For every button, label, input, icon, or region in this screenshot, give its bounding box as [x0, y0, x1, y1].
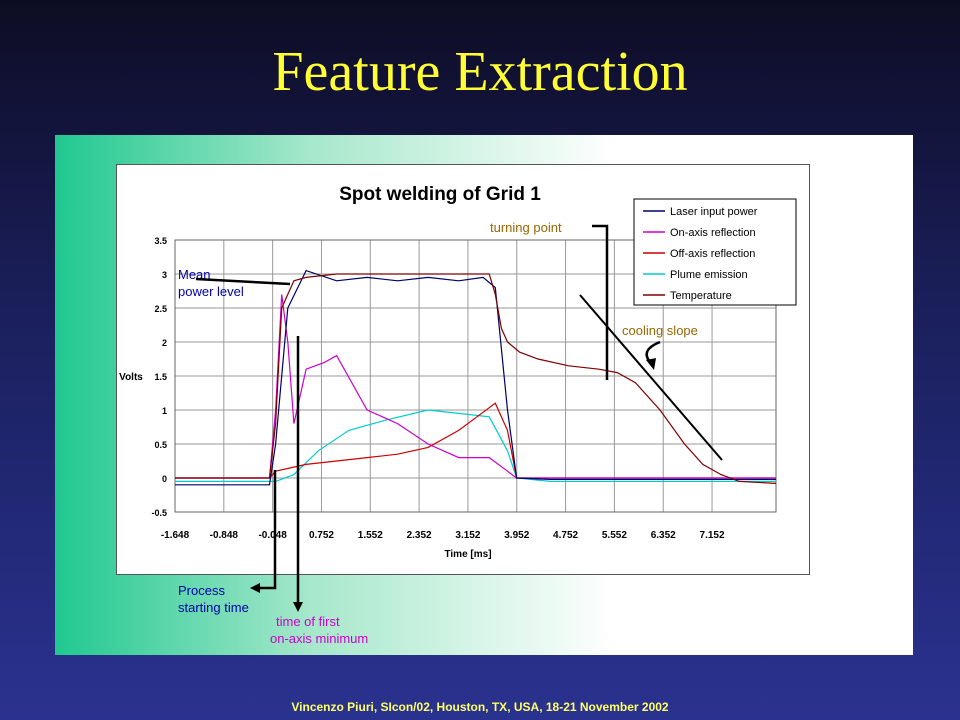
y-axis-label: Volts: [119, 372, 143, 383]
annotation-process-label: Process: [178, 583, 225, 598]
series-line-onaxis: [175, 294, 776, 479]
y-tick-label: 0.5: [154, 440, 167, 450]
x-tick-label: -1.648: [161, 530, 190, 541]
x-tick-label: 5.552: [602, 530, 627, 541]
legend-label-plume: Plume emission: [670, 269, 748, 281]
first-minimum-arrowhead: [293, 602, 303, 612]
series-group: [175, 269, 777, 486]
legend-label-onaxis: On-axis reflection: [670, 227, 756, 239]
legend-label-temperature: Temperature: [670, 290, 732, 302]
process-start-arrowhead: [250, 583, 260, 593]
y-tick-label: 3.5: [154, 236, 167, 246]
axes: -0.5 0 0.5 1 1.5 2 2.5 3 3.5 -1.648 -0.848 -0.048 0.…: [151, 236, 777, 541]
y-tick-label: 0: [162, 474, 167, 484]
annotation-first-minimum: time of first on-axis minimum: [270, 336, 368, 646]
x-tick-label: 4.752: [553, 530, 578, 541]
y-tick-label: 2.5: [154, 304, 167, 314]
x-tick-label: 2.352: [407, 530, 432, 541]
chart-title: Spot welding of Grid 1: [339, 184, 541, 205]
x-tick-label: -0.048: [258, 530, 287, 541]
y-tick-label: 1.5: [154, 372, 167, 382]
annotation-cooling-slope-label: cooling slope: [622, 323, 698, 338]
x-axis-label: Time [ms]: [444, 549, 491, 560]
turning-point-pointer: [592, 224, 609, 380]
legend: Laser input power On-axis reflection Off-a…: [633, 198, 797, 306]
series-line-temperature: [175, 273, 777, 484]
annotation-turning-point-label: turning point: [490, 220, 562, 235]
x-tick-label: 6.352: [651, 530, 676, 541]
cooling-slope-arrowhead: [646, 358, 656, 370]
x-tick-label: 3.952: [504, 530, 529, 541]
plot-area-border: [174, 239, 777, 513]
y-tick-label: -0.5: [151, 508, 167, 518]
x-tick-label: 1.552: [358, 530, 383, 541]
annotation-turning-point: turning point: [490, 220, 609, 380]
series-line-offaxis: [175, 402, 776, 479]
x-tick-label: -0.848: [210, 530, 239, 541]
annotation-power-level-label: power level: [178, 284, 244, 299]
x-tick-label: 0.752: [309, 530, 334, 541]
x-tick-label: 3.152: [455, 530, 480, 541]
annotation-on-axis-minimum-label: on-axis minimum: [270, 631, 368, 646]
mean-power-pointer: [195, 277, 291, 286]
x-tick-label: 7.152: [700, 530, 725, 541]
annotation-starting-time-label: starting time: [178, 600, 249, 615]
annotation-process-start: Process starting time: [178, 470, 277, 615]
y-tick-label: 2: [162, 338, 167, 348]
slide-footer: Vincenzo Piuri, SIcon/02, Houston, TX, U…: [291, 700, 669, 714]
annotation-mean-power: Mean power level: [178, 267, 291, 299]
annotation-time-of-first-label: time of first: [276, 614, 340, 629]
y-tick-label: 3: [162, 270, 167, 280]
annotation-cooling-slope: cooling slope: [579, 294, 723, 461]
process-start-pointer: [258, 470, 277, 590]
y-tick-label: 1: [162, 406, 167, 416]
cooling-slope-tangent: [579, 294, 723, 461]
series-line-laser: [175, 269, 776, 486]
legend-label-offaxis: Off-axis reflection: [670, 248, 755, 260]
legend-label-laser: Laser input power: [670, 206, 758, 218]
slide-title: Feature Extraction: [272, 41, 688, 103]
